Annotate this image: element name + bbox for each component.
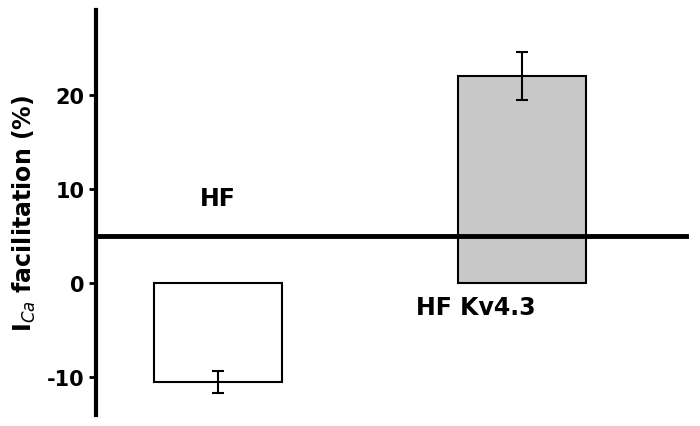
Text: HF: HF	[199, 187, 236, 211]
Text: HF Kv4.3: HF Kv4.3	[416, 295, 536, 319]
Bar	[154, 283, 281, 382]
Y-axis label: I$_{Ca}$ facilitation (%): I$_{Ca}$ facilitation (%)	[11, 95, 38, 331]
Bar	[458, 77, 585, 283]
